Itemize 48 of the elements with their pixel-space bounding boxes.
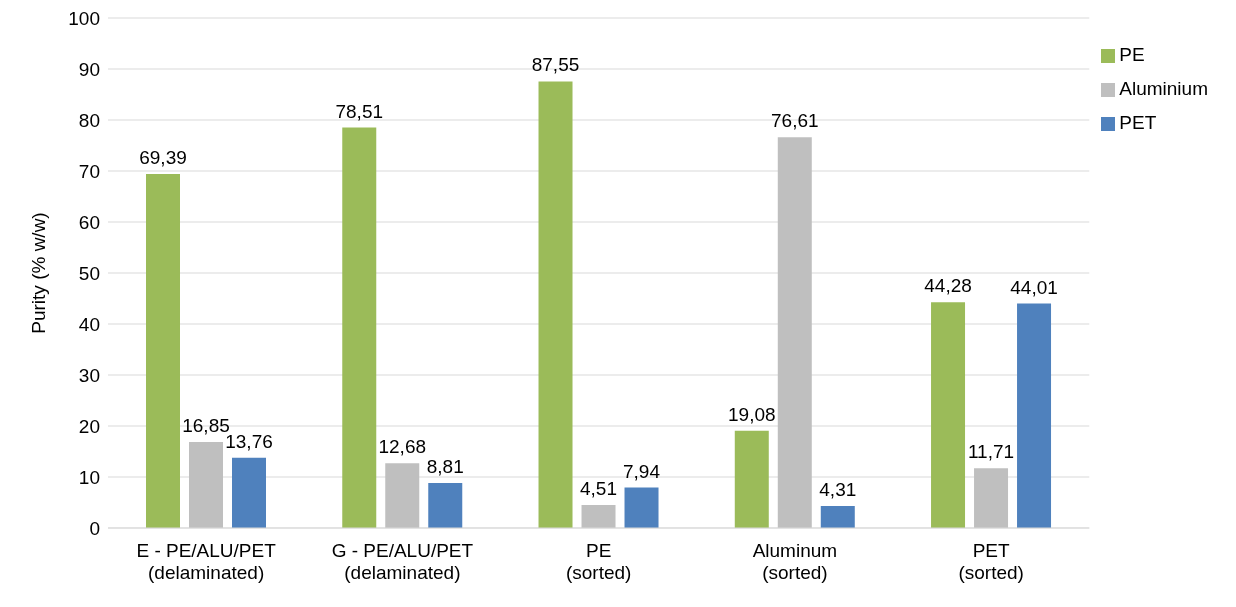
bar (342, 127, 377, 528)
data-label: 76,61 (771, 110, 819, 132)
y-tick-label: 10 (78, 466, 100, 488)
data-label: 44,01 (1010, 276, 1058, 298)
bar (777, 137, 812, 528)
bar (232, 457, 266, 528)
x-tick-label: E - PE/ALU/PET (delaminated) (136, 540, 277, 583)
data-label: 4,51 (580, 478, 618, 499)
bar (931, 302, 966, 528)
x-tick-label: PET (sorted) (958, 540, 1024, 583)
y-tick-label: 0 (89, 517, 100, 539)
y-tick-label: 40 (78, 313, 100, 335)
bar (820, 506, 855, 528)
data-label: 19,08 (728, 403, 776, 425)
bar (974, 468, 1009, 528)
x-tick-label: Aluminum (sorted) (752, 540, 838, 583)
bar (428, 483, 463, 528)
legend-label: PET (1119, 112, 1157, 133)
x-tick-label: G - PE/ALU/PET (delaminated) (331, 540, 474, 583)
data-label: 4,31 (819, 479, 857, 501)
bar (581, 505, 616, 528)
y-tick-label: 70 (78, 160, 100, 182)
y-axis-title: Purity (% w/w) (27, 212, 49, 334)
bar (538, 81, 573, 528)
y-tick-label: 100 (68, 7, 100, 29)
y-tick-label: 90 (78, 58, 100, 80)
data-label: 78,51 (335, 100, 384, 122)
data-label: 87,55 (531, 54, 580, 76)
bar (189, 442, 223, 528)
y-tick-label: 50 (78, 262, 100, 284)
bar (624, 487, 659, 528)
data-label: 12,68 (378, 436, 427, 458)
data-label: 11,71 (967, 441, 1015, 463)
x-tick-label: PE (sorted) (565, 540, 632, 583)
y-tick-label: 20 (78, 415, 100, 437)
data-label: 7,94 (623, 460, 661, 482)
bar (1017, 303, 1052, 528)
y-tick-label: 30 (78, 364, 100, 386)
data-label: 8,81 (426, 456, 464, 478)
bar (146, 174, 180, 528)
bar (734, 430, 769, 528)
bar (385, 463, 420, 528)
data-label: 44,28 (924, 275, 972, 297)
y-tick-label: 80 (78, 109, 100, 131)
y-tick-label: 60 (78, 211, 100, 233)
legend-label: Aluminium (1119, 78, 1208, 99)
data-label: 69,39 (139, 147, 187, 169)
legend-label: PE (1119, 44, 1145, 65)
